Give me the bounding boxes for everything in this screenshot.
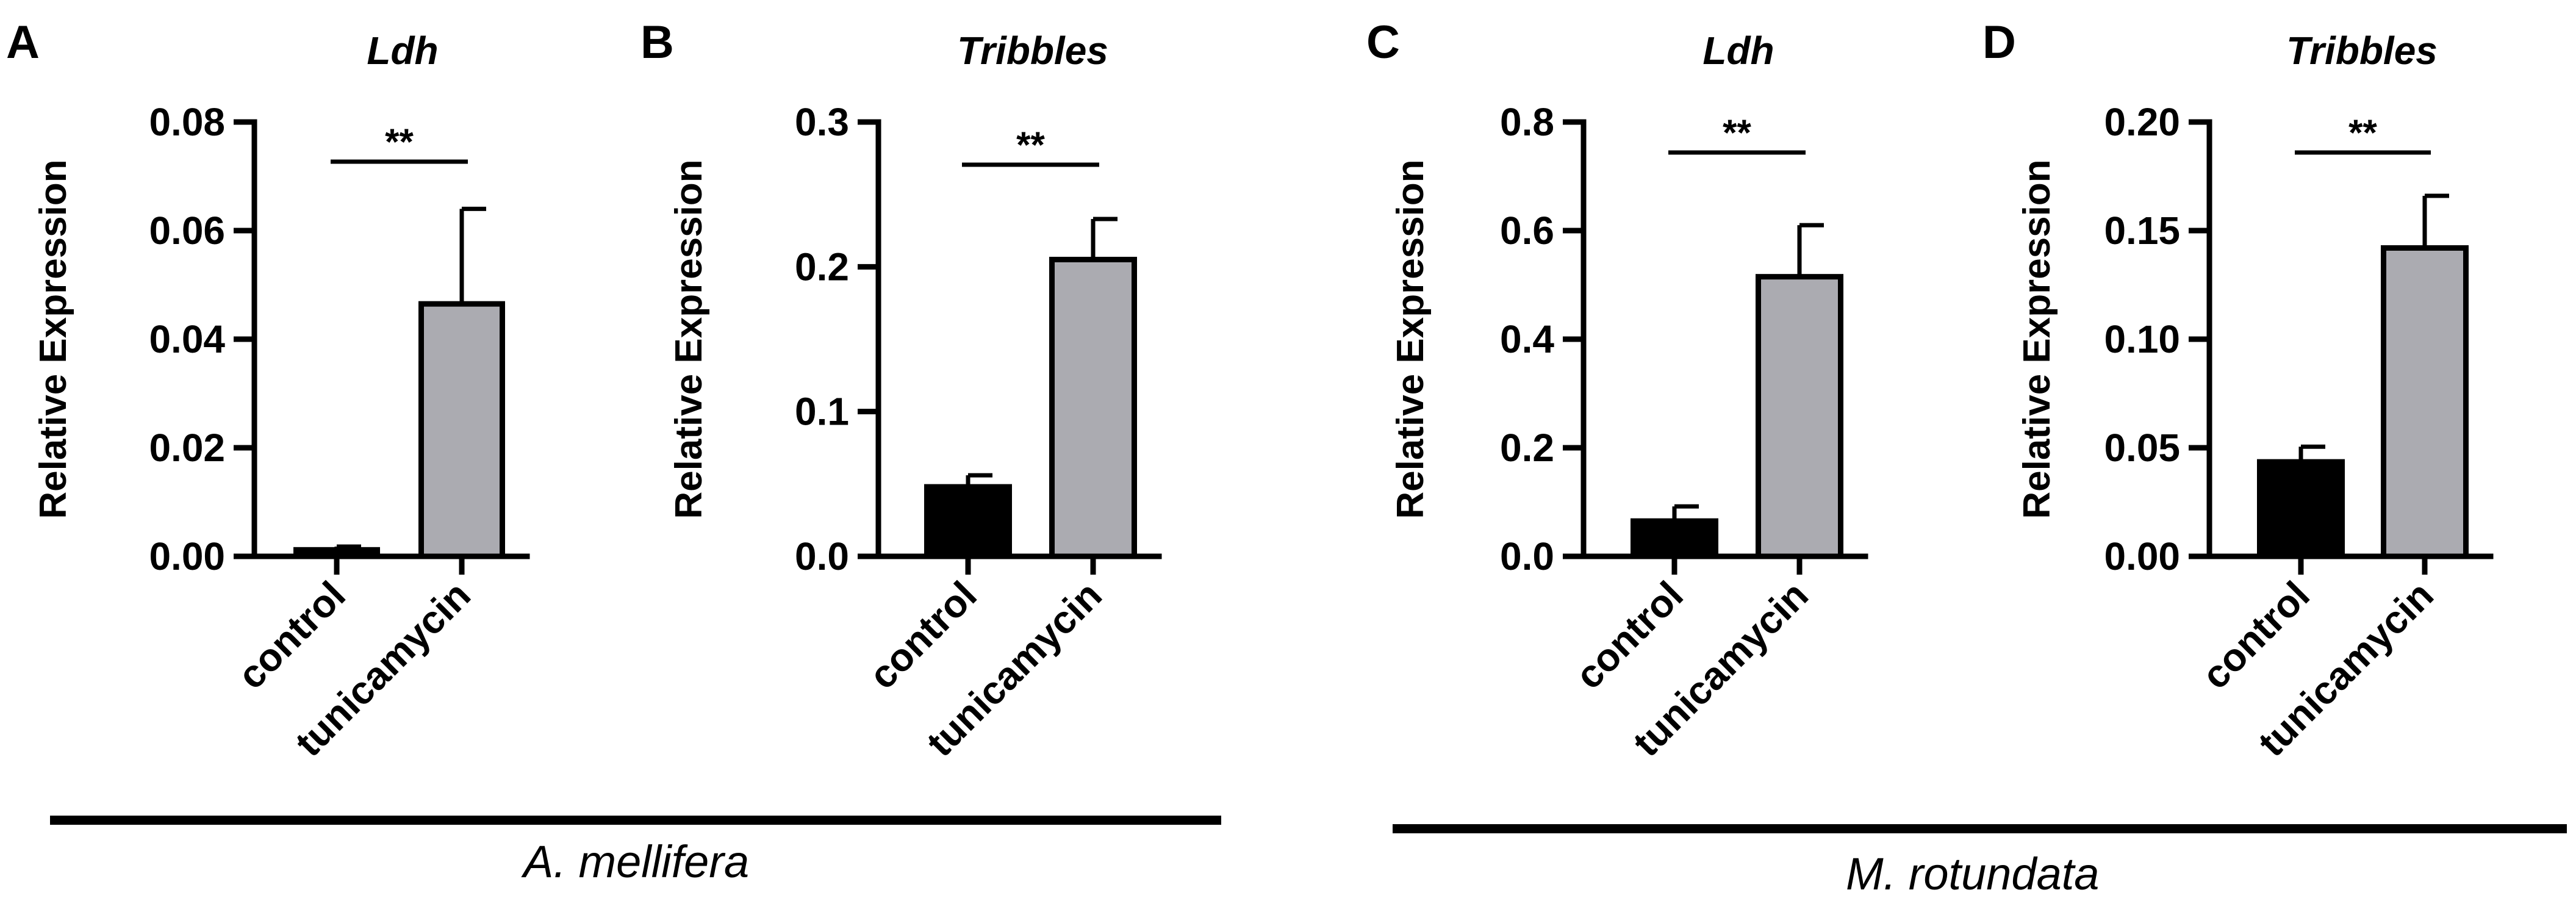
chart-title: Tribbles xyxy=(957,29,1108,73)
y-axis-label: Relative Expression xyxy=(1390,159,1432,519)
y-tick-label: 0.00 xyxy=(2104,534,2180,578)
y-tick-label: 0.04 xyxy=(149,317,225,361)
species-label-right: M. rotundata xyxy=(1846,849,2100,899)
bar-tunicamycin xyxy=(418,301,505,559)
y-tick-label: 0.02 xyxy=(149,426,225,470)
significance-label: ** xyxy=(385,121,414,162)
y-tick-label: 0.4 xyxy=(1500,317,1554,361)
bar-tunicamycin xyxy=(2381,245,2469,559)
chart-title: Tribbles xyxy=(2286,29,2438,73)
y-tick-label: 0.8 xyxy=(1500,100,1554,144)
x-category-label: control xyxy=(1567,573,1692,697)
bar-control xyxy=(924,484,1012,559)
y-tick-label: 0.6 xyxy=(1500,209,1554,253)
chart-title: Ldh xyxy=(367,29,438,73)
y-tick-label: 0.15 xyxy=(2104,209,2180,253)
y-tick-label: 0.08 xyxy=(149,100,225,144)
y-tick-label: 0.10 xyxy=(2104,317,2180,361)
y-tick-label: 0.00 xyxy=(149,534,225,578)
y-axis-label: Relative Expression xyxy=(2016,159,2058,519)
panel-letter: A xyxy=(6,16,40,68)
x-category-label: control xyxy=(861,573,985,697)
y-axis-label: Relative Expression xyxy=(668,159,710,519)
panel-letter: C xyxy=(1366,16,1400,68)
bar-tunicamycin xyxy=(1049,256,1137,559)
bar-control xyxy=(293,547,380,559)
bar-tunicamycin xyxy=(1756,274,1843,559)
chart-title: Ldh xyxy=(1702,29,1774,73)
significance-label: ** xyxy=(1016,124,1045,165)
panel-letter: B xyxy=(640,16,674,68)
y-tick-label: 0.2 xyxy=(1500,426,1554,470)
y-axis-label: Relative Expression xyxy=(32,159,74,519)
y-tick-label: 0.06 xyxy=(149,209,225,253)
y-tick-label: 0.0 xyxy=(1500,534,1554,578)
y-tick-label: 0.2 xyxy=(795,245,849,289)
y-tick-label: 0.20 xyxy=(2104,100,2180,144)
y-tick-label: 0.3 xyxy=(795,100,849,144)
x-category-label: control xyxy=(229,573,354,697)
significance-label: ** xyxy=(2348,112,2377,153)
y-tick-label: 0.1 xyxy=(795,390,849,434)
species-bar-left xyxy=(50,816,1221,825)
y-tick-label: 0.05 xyxy=(2104,426,2180,470)
species-label-left: A. mellifera xyxy=(523,836,750,887)
significance-label: ** xyxy=(1723,112,1751,153)
panel-letter: D xyxy=(1982,16,2016,68)
x-category-label: control xyxy=(2194,573,2318,697)
y-tick-label: 0.0 xyxy=(795,534,849,578)
bar-control xyxy=(2257,459,2345,559)
species-bar-right xyxy=(1393,824,2567,833)
bar-control xyxy=(1631,518,1718,559)
